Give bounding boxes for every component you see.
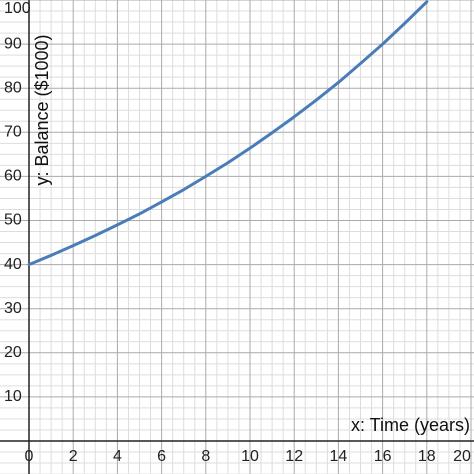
data-line xyxy=(27,0,429,267)
y-tick-label: 30 xyxy=(4,300,22,317)
x-tick-label: 20 xyxy=(453,448,471,465)
y-tick-label: 40 xyxy=(4,256,22,273)
x-tick-label: 18 xyxy=(418,448,436,465)
y-tick-label: 10 xyxy=(4,388,22,405)
x-tick-label: 12 xyxy=(285,448,303,465)
x-tick-label: 14 xyxy=(330,448,348,465)
x-tick-label: 0 xyxy=(25,448,34,465)
x-tick-label: 8 xyxy=(201,448,210,465)
y-tick-label: 60 xyxy=(4,168,22,185)
y-axis-title: y: Balance ($1000) xyxy=(32,34,52,185)
x-tick-label: 4 xyxy=(113,448,122,465)
y-tick-label: 70 xyxy=(4,124,22,141)
x-tick-label: 2 xyxy=(69,448,78,465)
x-tick-label: 10 xyxy=(241,448,259,465)
x-tick-label: 6 xyxy=(157,448,166,465)
x-tick-label: 16 xyxy=(374,448,392,465)
x-axis-title: x: Time (years) xyxy=(351,415,470,435)
y-tick-label: 20 xyxy=(4,344,22,361)
y-tick-label: 100 xyxy=(4,0,31,17)
y-tick-label: 50 xyxy=(4,212,22,229)
y-tick-label: 90 xyxy=(4,35,22,52)
y-tick-label: 80 xyxy=(4,79,22,96)
